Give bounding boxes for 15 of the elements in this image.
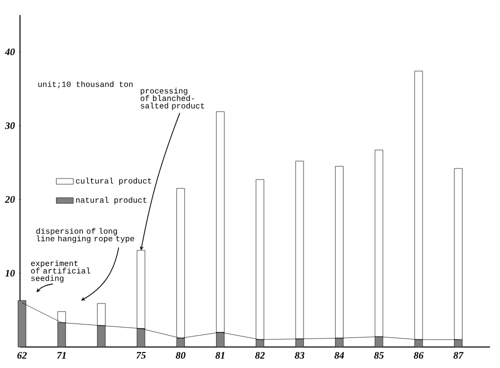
x-tick-label: 86 <box>414 352 424 359</box>
y-tick-label: 20 <box>4 196 15 203</box>
x-tick-label: 84 <box>334 352 344 359</box>
x-tick-label: 80 <box>176 352 186 359</box>
x-tick-label: 85 <box>374 352 384 359</box>
x-tick-label: 87 <box>453 352 464 359</box>
y-tick-label: 10 <box>5 270 15 277</box>
x-tick-label: 81 <box>216 352 224 359</box>
y-tick-label: 40 <box>4 48 15 56</box>
x-tick-label: 82 <box>255 352 265 359</box>
x-tick-label: 83 <box>294 352 304 359</box>
x-tick-label: 75 <box>136 352 146 359</box>
x-tick-label: 62 <box>17 352 27 359</box>
y-tick-label: 30 <box>4 122 15 130</box>
x-tick-label: 71 <box>57 352 66 359</box>
